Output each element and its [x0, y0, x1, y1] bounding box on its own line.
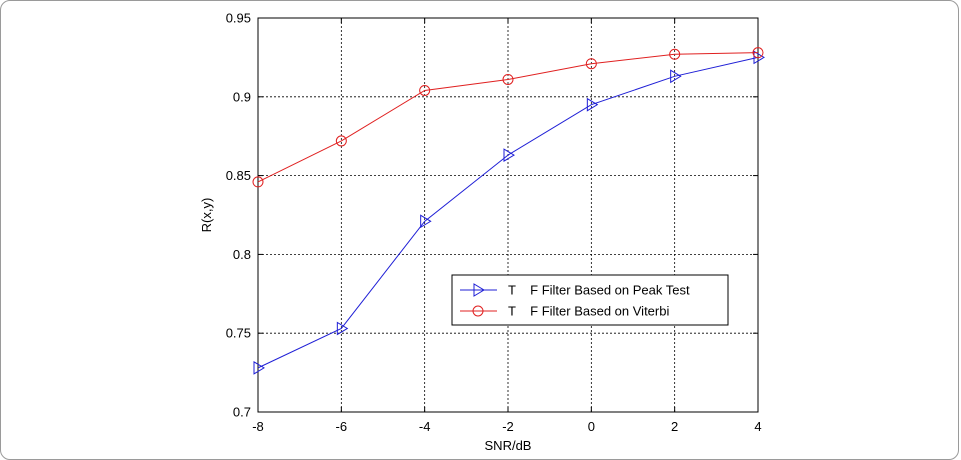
y-tick-label: 0.75 — [226, 326, 251, 341]
legend-item: T F Filter Based on Viterbi — [460, 304, 669, 319]
data-point — [420, 214, 432, 229]
line-chart: -8 -6 -4 -2 0 2 40.70.750.80.850.90.95 SNR/dB … — [199, 11, 765, 450]
data-point — [335, 135, 347, 147]
data-point — [753, 50, 765, 65]
x-tick-label: -4 — [419, 419, 431, 434]
y-tick-label: 0.85 — [226, 168, 251, 183]
x-tick-label: 2 — [671, 419, 678, 434]
data-point — [585, 58, 597, 70]
data-point — [669, 48, 681, 60]
data-point — [670, 69, 682, 84]
x-tick-label: -8 — [252, 419, 264, 434]
legend-box — [451, 274, 729, 326]
data-point — [252, 176, 264, 188]
x-tick-label: -2 — [502, 419, 514, 434]
data-point — [586, 97, 599, 112]
legend-marker — [472, 305, 484, 317]
series-1 — [253, 50, 765, 375]
series-line — [257, 56, 759, 369]
data-point — [752, 47, 764, 59]
x-tick-label: -6 — [336, 419, 348, 434]
y-tick-label: 0.7 — [233, 405, 251, 420]
x-axis-label: SNR/dB — [485, 438, 532, 450]
y-axis-label: R(x,y) — [199, 198, 214, 233]
y-tick-label: 0.8 — [233, 247, 251, 262]
legend: T F Filter Based on Peak Test T F Filter … — [451, 274, 729, 326]
data-point — [503, 148, 515, 162]
legend-item: T F Filter Based on Peak Test — [460, 283, 690, 298]
series-group — [252, 47, 765, 375]
y-tick-label: 0.9 — [233, 89, 251, 104]
y-tick-label: 0.95 — [226, 11, 251, 26]
legend-marker — [473, 283, 485, 297]
data-point — [336, 321, 349, 336]
x-tick-label: 4 — [754, 419, 761, 434]
data-point — [502, 73, 514, 85]
series-line — [257, 52, 759, 183]
legend-label: T F Filter Based on Peak Test — [508, 283, 690, 298]
legend-label: T F Filter Based on Viterbi — [508, 304, 669, 319]
series-2 — [252, 47, 764, 188]
data-point — [419, 84, 431, 96]
grid — [258, 18, 758, 412]
axis-ticks: -8 -6 -4 -2 0 2 4 0.7 0.75 0.8 0.85 0.9 0.95 — [226, 11, 762, 435]
x-tick-label: 0 — [588, 419, 595, 434]
data-point — [253, 360, 265, 375]
